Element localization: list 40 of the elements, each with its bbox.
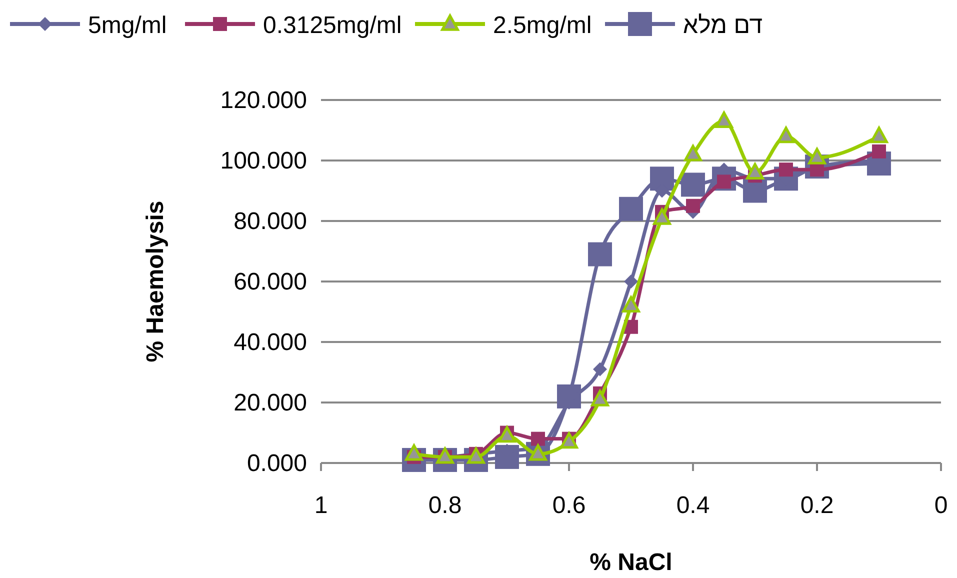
y-axis-title: % Haemolysis (142, 200, 169, 362)
point (531, 432, 545, 446)
point (591, 390, 609, 406)
x-tick-label: 0.6 (552, 492, 586, 519)
point (684, 144, 702, 162)
legend-label: 5mg/ml (88, 12, 167, 39)
legend-label: 0.3125mg/ml (263, 12, 402, 39)
point (622, 296, 640, 313)
y-tick-label: 60.000 (234, 268, 307, 296)
point (870, 126, 888, 144)
point (653, 208, 671, 225)
point (777, 126, 795, 144)
point (624, 274, 638, 288)
y-tick-label: 40.000 (234, 329, 307, 356)
x-tick-label: 0.8 (428, 492, 462, 519)
point (593, 362, 607, 376)
point (872, 144, 886, 158)
point (808, 148, 826, 164)
y-tick-label: 120.000 (220, 87, 307, 114)
y-tick-label: 0.000 (246, 450, 307, 477)
point (498, 426, 516, 443)
x-axis-title: % NaCl (590, 549, 672, 576)
point (686, 198, 700, 213)
legend-label: דם מלא (683, 12, 763, 39)
point (619, 196, 643, 221)
y-tick-label: 20.000 (234, 390, 307, 416)
point (560, 432, 578, 449)
legend-label: 2.5mg/ml (493, 12, 592, 39)
point (779, 162, 793, 177)
point (650, 166, 674, 191)
point (681, 172, 705, 197)
point (715, 112, 733, 128)
x-tick-label: 0 (934, 492, 948, 519)
y-tick-label: 80.000 (234, 208, 307, 235)
y-tick-label: 100.000 (220, 148, 307, 174)
x-tick-label: 0.4 (676, 492, 710, 519)
point (746, 162, 764, 180)
point (588, 242, 612, 266)
x-tick-label: 1 (314, 492, 328, 519)
x-tick-label: 0.2 (800, 492, 834, 519)
